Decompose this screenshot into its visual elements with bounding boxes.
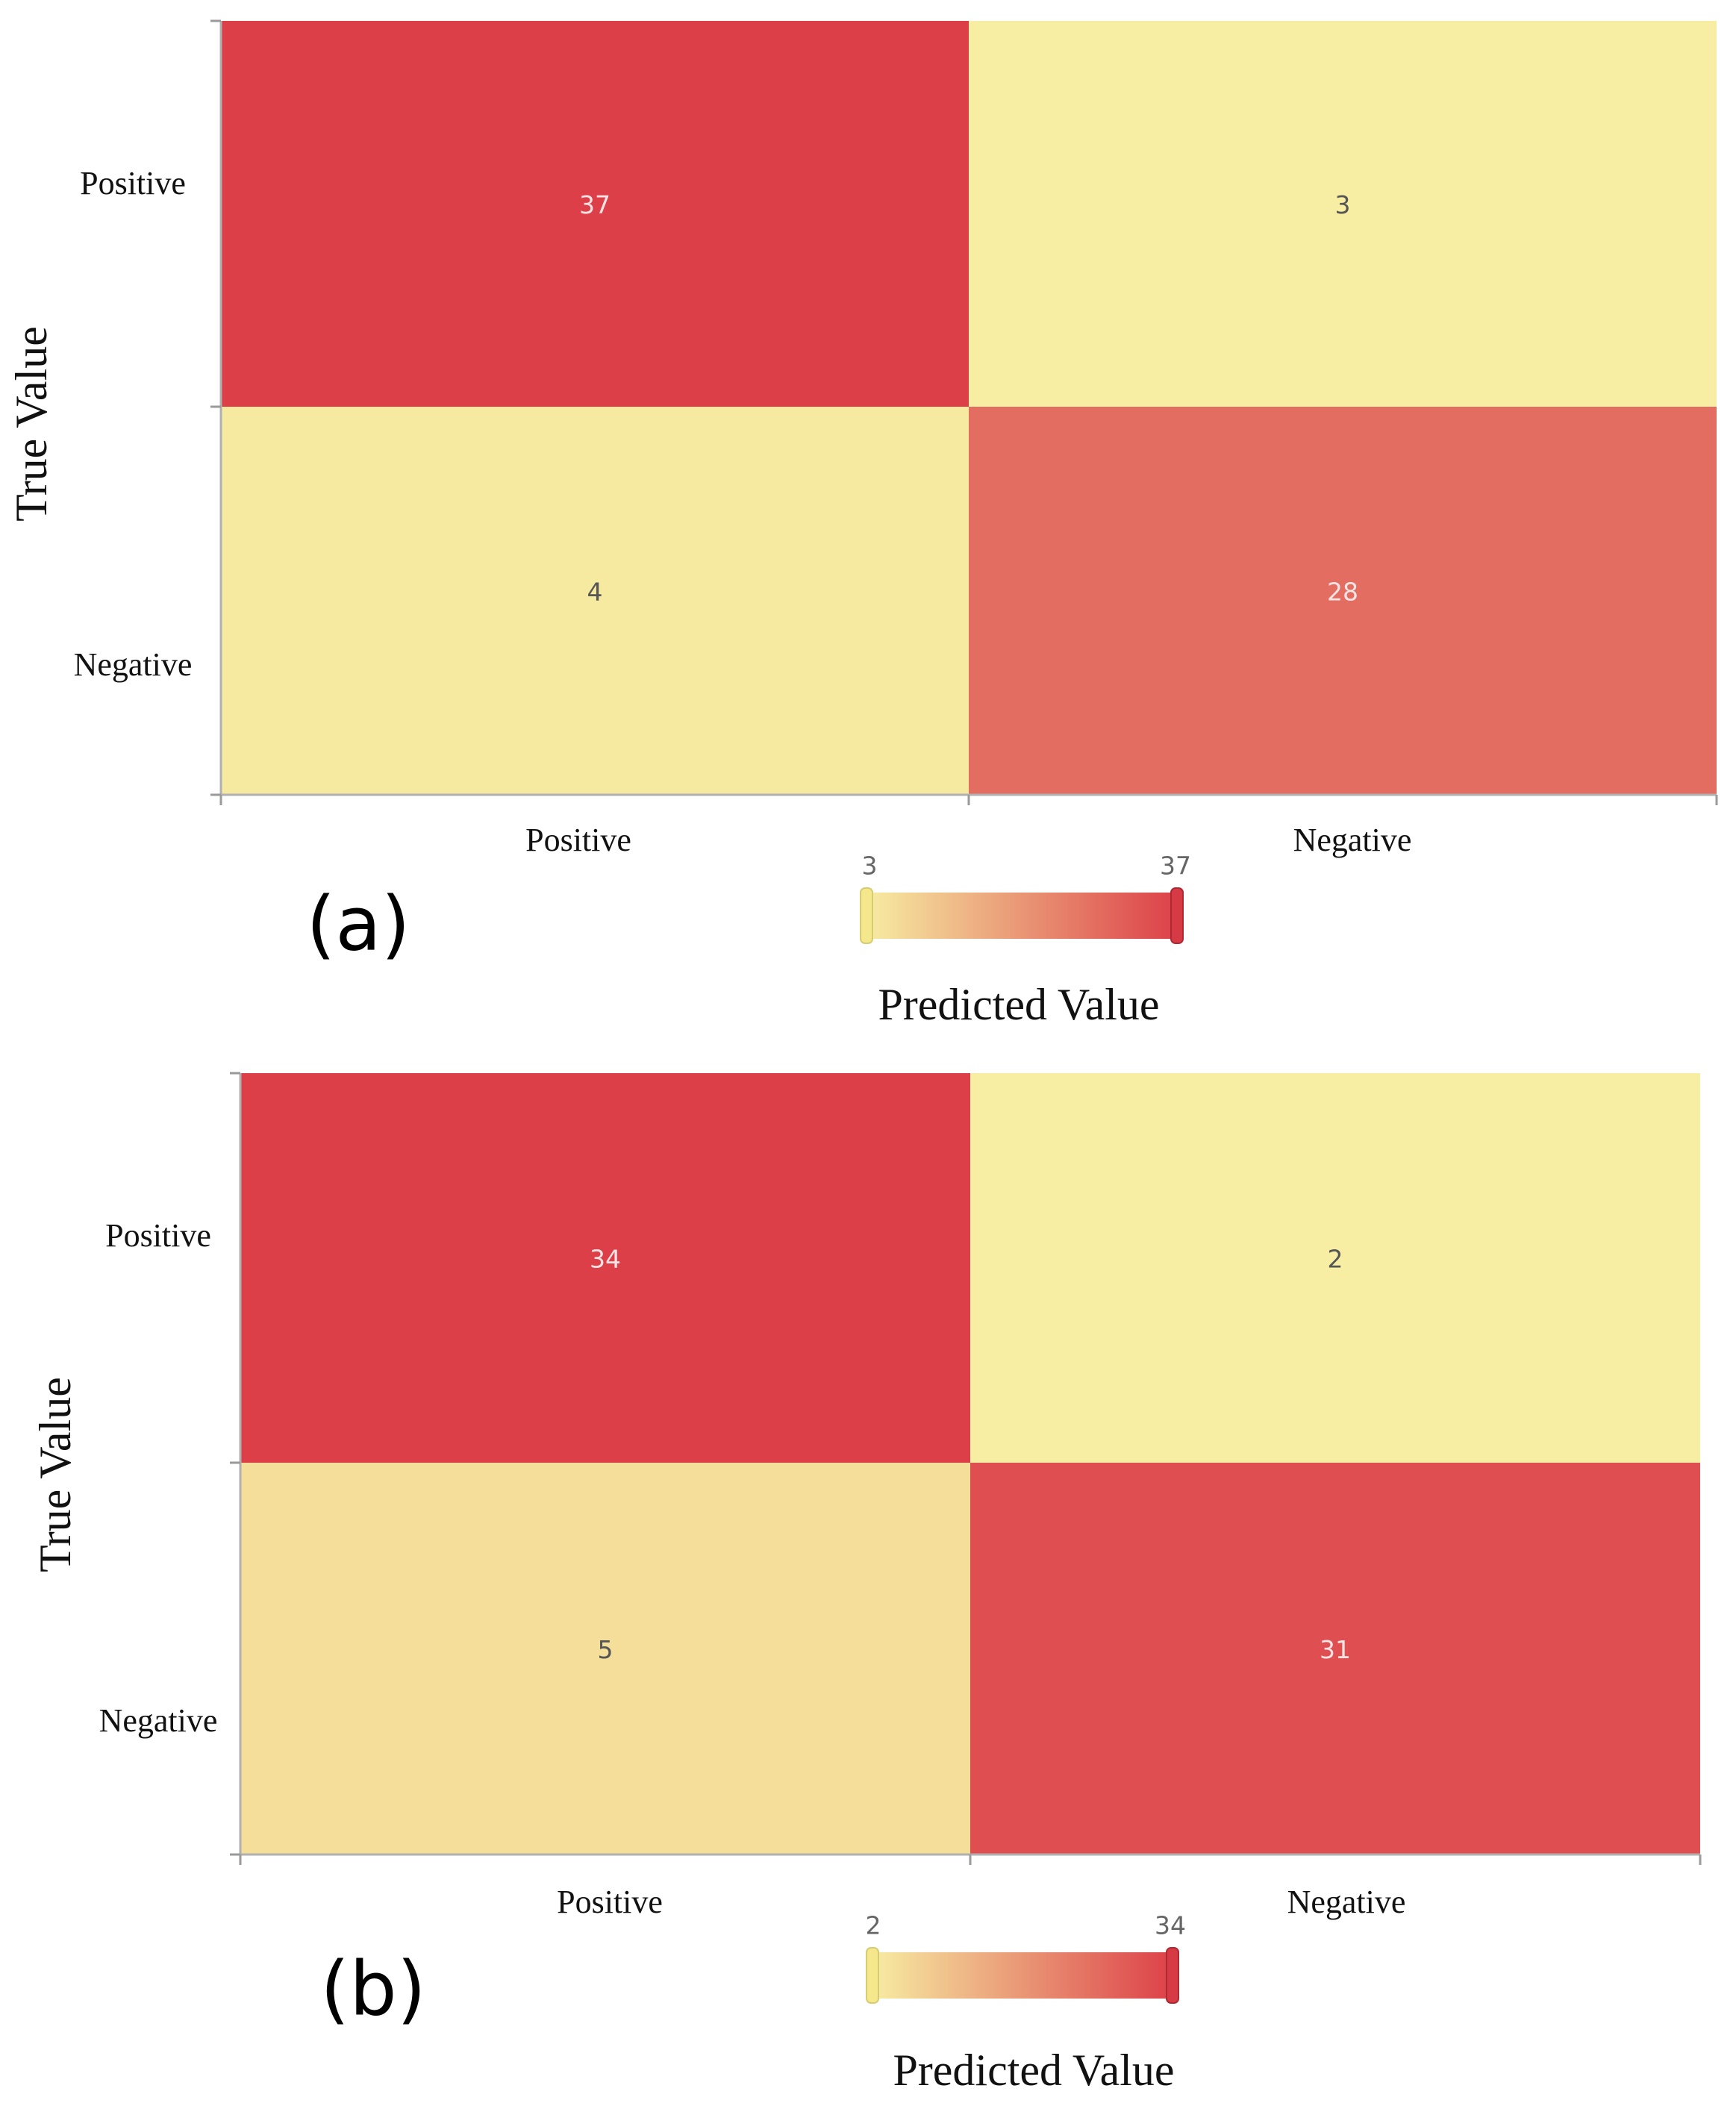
y-tick-label: Negative (74, 646, 193, 683)
heatmap-cell (970, 1073, 1700, 1463)
cell-value-label: 37 (579, 190, 611, 219)
panel-label: (a) (306, 880, 410, 967)
heatmap-cell (240, 1463, 970, 1855)
x-axis-title: Predicted Value (878, 980, 1159, 1029)
colorbar-min-handle (866, 1947, 879, 2004)
x-tick-label: Negative (1293, 822, 1412, 858)
y-tick-label: Positive (105, 1217, 211, 1254)
cell-value-label: 5 (598, 1635, 613, 1664)
y-tick-label: Negative (99, 1702, 218, 1739)
cell-value-label: 2 (1328, 1245, 1343, 1274)
heatmap-cell (221, 407, 969, 795)
cell-value-label: 34 (590, 1245, 621, 1274)
y-tick-label: Positive (80, 165, 186, 201)
colorbar-max-handle (1170, 887, 1184, 944)
x-tick-label: Positive (525, 822, 631, 858)
panel-label: (b) (320, 1945, 426, 2032)
x-tick-label: Positive (557, 1884, 663, 1920)
colorbar-min-handle (860, 887, 873, 944)
heatmap-cell (240, 1073, 970, 1463)
colorbar-max-label: 37 (1160, 852, 1191, 881)
heatmap-cell (970, 1463, 1700, 1855)
cell-value-label: 3 (1335, 190, 1351, 219)
y-axis-title: True Value (7, 326, 56, 522)
colorbar-min-label: 2 (866, 1911, 881, 1940)
heatmap-cell (969, 21, 1717, 407)
cell-value-label: 31 (1320, 1635, 1351, 1664)
colorbar-gradient (864, 893, 1180, 939)
x-tick-label: Negative (1287, 1884, 1406, 1920)
heatmap-cell (221, 21, 969, 407)
x-axis-title: Predicted Value (893, 2046, 1174, 2095)
y-axis-title: True Value (31, 1377, 80, 1572)
colorbar-gradient (869, 1952, 1175, 1999)
colorbar-min-label: 3 (862, 852, 878, 881)
colorbar-max-label: 34 (1155, 1911, 1186, 1940)
cell-value-label: 28 (1327, 578, 1358, 607)
heatmap-cell (969, 407, 1717, 795)
cell-value-label: 4 (587, 578, 603, 607)
colorbar-max-handle (1166, 1947, 1179, 2004)
